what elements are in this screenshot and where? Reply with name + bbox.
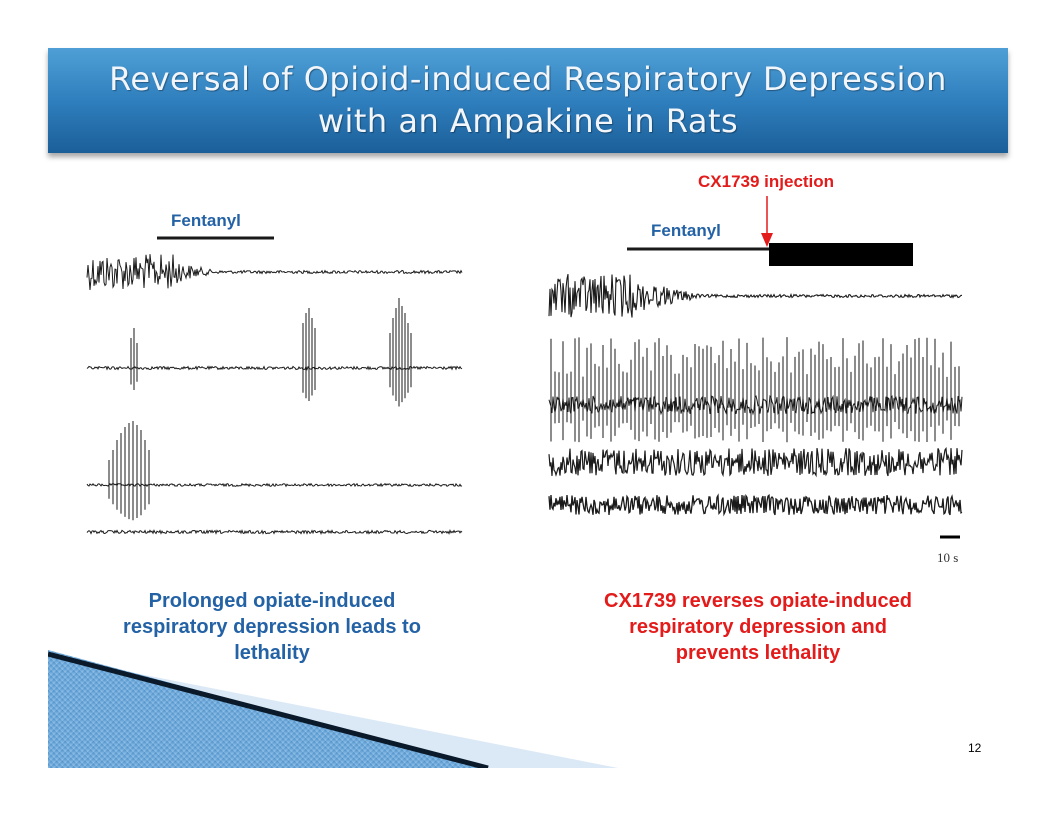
left-trace-3 [86, 482, 463, 488]
right-trace-4 [548, 493, 963, 517]
page-number: 12 [968, 741, 982, 755]
slide-title: Reversal of Opioid-induced Respiratory D… [48, 58, 1008, 142]
right-trace-3 [548, 447, 963, 478]
left-caption-line-2: respiratory depression leads to [123, 616, 421, 638]
injection-label: CX1739 injection [698, 172, 835, 191]
right-caption-line-2: respiratory depression and [629, 616, 887, 638]
right-trace-1 [548, 273, 963, 318]
injection-arrow [761, 196, 773, 247]
title-bar: Reversal of Opioid-induced Respiratory D… [48, 48, 1008, 153]
left-caption-line-3: lethality [234, 642, 310, 664]
left-caption: Prolonged opiate-induced respiratory dep… [80, 588, 464, 666]
title-line-2: with an Ampakine in Rats [317, 102, 739, 140]
right-caption: CX1739 reverses opiate-induced respirato… [556, 588, 960, 666]
right-fentanyl-label: Fentanyl [651, 221, 721, 240]
left-trace-4 [86, 528, 463, 536]
left-fentanyl-label: Fentanyl [171, 211, 241, 230]
left-trace-2 [86, 364, 463, 371]
title-line-1: Reversal of Opioid-induced Respiratory D… [109, 60, 947, 98]
scale-label: 10 s [937, 550, 959, 565]
left-trace-1 [86, 254, 463, 290]
right-caption-line-3: prevents lethality [675, 642, 841, 664]
decorative-corner-graphic [48, 650, 618, 768]
right-caption-line-1: CX1739 reverses opiate-induced [604, 590, 912, 612]
left-caption-line-1: Prolonged opiate-induced [148, 590, 396, 612]
redaction-box [769, 243, 913, 266]
